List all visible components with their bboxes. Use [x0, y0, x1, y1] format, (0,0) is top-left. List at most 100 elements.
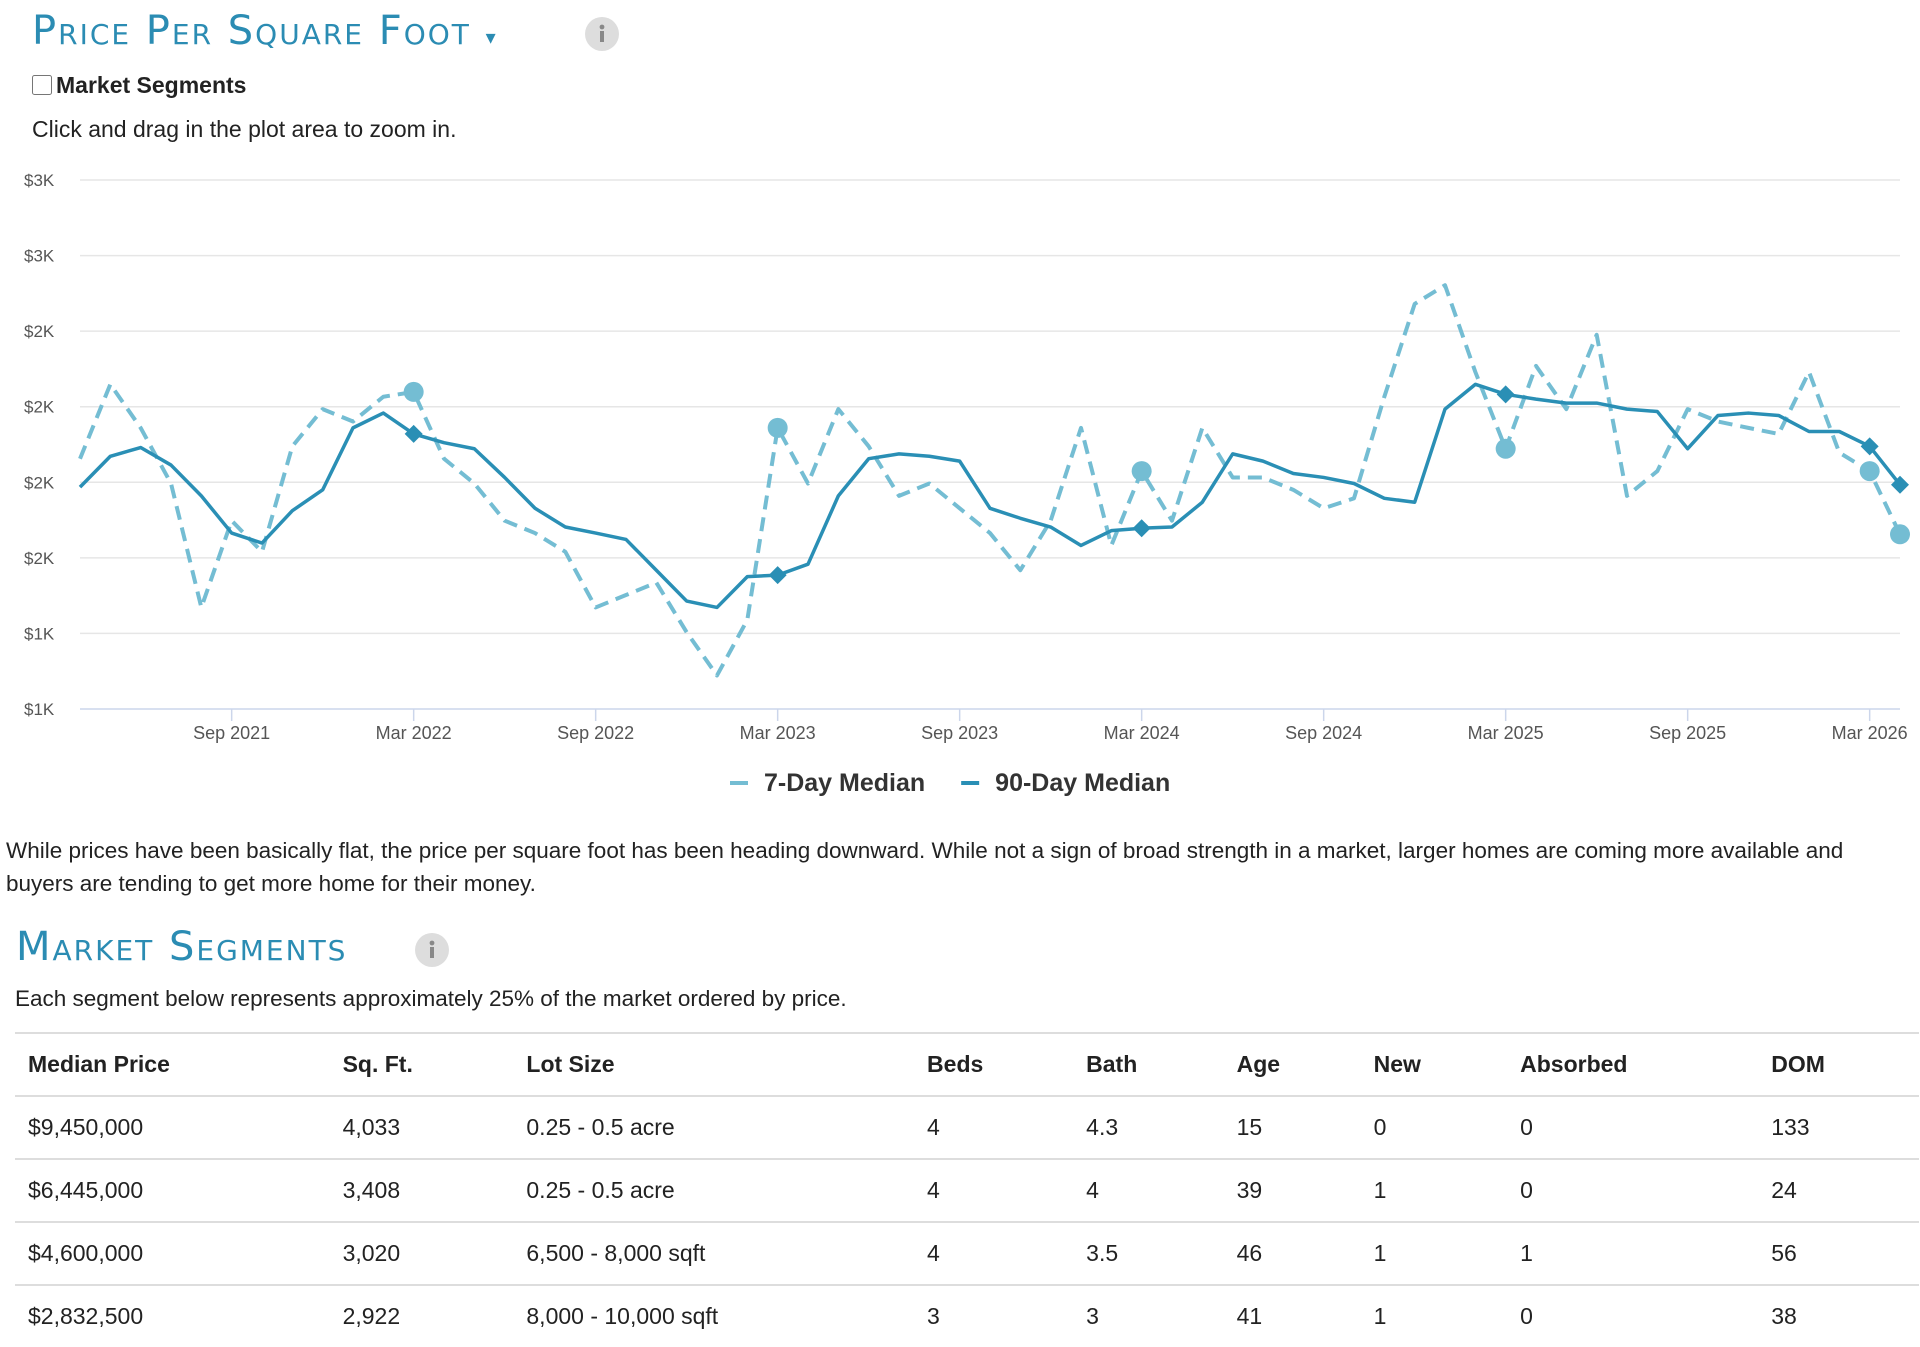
cell: 3 — [914, 1284, 1074, 1347]
cell: 3,408 — [329, 1158, 514, 1222]
header-cell: Absorbed — [1507, 1032, 1759, 1096]
cell: 0.25 - 0.5 acre — [513, 1095, 915, 1159]
legend-item[interactable]: 90-Day Median — [961, 769, 1170, 797]
y-tick-label: $1K — [24, 700, 55, 719]
y-tick-label: $2K — [24, 398, 55, 417]
cell: 3.5 — [1073, 1221, 1224, 1285]
cell: 4 — [914, 1158, 1074, 1222]
point-marker — [1495, 438, 1516, 459]
y-tick-label: $3K — [24, 247, 55, 266]
cell: 3 — [1073, 1284, 1224, 1347]
x-tick-label: Mar 2023 — [740, 723, 816, 743]
dropdown-caret: ▾ — [485, 25, 498, 49]
header-cell: Beds — [914, 1032, 1074, 1096]
table-row: $2,832,500 2,922 8,000 - 10,000 sqft 3 3 41 1 0… — [15, 1284, 1919, 1347]
x-tick-label: Mar 2022 — [376, 723, 452, 743]
x-tick-label: Sep 2025 — [1649, 723, 1726, 743]
cell: 56 — [1758, 1221, 1919, 1285]
cell: 39 — [1223, 1158, 1361, 1222]
cell: 1 — [1360, 1284, 1508, 1347]
legend-item[interactable]: 7-Day Median — [730, 769, 925, 797]
legend-label: 90-Day Median — [995, 769, 1170, 797]
x-tick-label: Sep 2021 — [193, 723, 270, 743]
point-marker — [1132, 519, 1151, 538]
cell: 6,500 - 8,000 sqft — [513, 1221, 915, 1285]
cell: $4,600,000 — [15, 1221, 330, 1285]
header-cell: Lot Size — [513, 1032, 915, 1096]
header-cell: Age — [1223, 1032, 1361, 1096]
cell: 1 — [1360, 1221, 1508, 1285]
point-marker — [1860, 437, 1879, 456]
point-marker — [1131, 461, 1152, 482]
cell: 4 — [914, 1095, 1074, 1159]
point-marker — [1890, 524, 1910, 545]
cell: 3,020 — [329, 1221, 514, 1285]
header-cell: Bath — [1073, 1032, 1224, 1096]
commentary: While prices have been basically flat, t… — [6, 838, 1844, 896]
title-text: Price Per Square Foot — [32, 8, 471, 54]
cell: 46 — [1223, 1221, 1361, 1285]
cell: 15 — [1223, 1095, 1361, 1159]
table-row: $4,600,000 3,020 6,500 - 8,000 sqft 4 3.5 46 1… — [15, 1221, 1919, 1285]
point-marker — [403, 381, 424, 402]
table-row: $6,445,000 3,408 0.25 - 0.5 acre 4 4 39 1 0 24 — [15, 1158, 1919, 1222]
cell: 4,033 — [329, 1095, 514, 1159]
segments-table: Median Price Sq. Ft. Lot Size Beds Bath Age Ne… — [15, 1032, 1919, 1347]
series-line — [78, 382, 1902, 610]
header-cell: Median Price — [15, 1032, 330, 1096]
cell: $6,445,000 — [15, 1158, 330, 1222]
cell: 41 — [1223, 1284, 1361, 1347]
x-tick-label: Mar 2025 — [1468, 723, 1544, 743]
table-row: $9,450,000 4,033 0.25 - 0.5 acre 4 4.3 15 0 0 13… — [15, 1095, 1919, 1159]
x-tick-label: Sep 2024 — [1285, 723, 1362, 743]
header-cell: DOM — [1758, 1032, 1919, 1096]
checkbox-row[interactable]: Market Segments — [32, 72, 246, 99]
y-tick-label: $2K — [24, 473, 55, 492]
x-tick-label: Sep 2023 — [921, 723, 998, 743]
point-marker — [767, 417, 788, 438]
y-tick-label: $2K — [24, 322, 55, 341]
segments-subtitle: Each segment below represents approximat… — [15, 986, 847, 1011]
y-tick-label: $1K — [24, 624, 55, 643]
checkbox-label: Market Segments — [56, 72, 247, 98]
header-cell: Sq. Ft. — [329, 1032, 514, 1096]
table-row: Median Price Sq. Ft. Lot Size Beds Bath Age Ne… — [15, 1032, 1919, 1096]
header-cell: New — [1360, 1032, 1508, 1096]
cell: 0 — [1507, 1158, 1759, 1222]
cell: $9,450,000 — [15, 1095, 330, 1159]
x-tick-label: Sep 2022 — [557, 723, 634, 743]
y-tick-label: $3K — [24, 171, 55, 190]
cell: 0 — [1507, 1095, 1759, 1159]
point-marker — [404, 424, 423, 443]
cell: 4.3 — [1073, 1095, 1224, 1159]
cell: 1 — [1507, 1221, 1759, 1285]
cell: 1 — [1360, 1158, 1508, 1222]
x-tick-label: Mar 2024 — [1104, 723, 1180, 743]
info-icon[interactable] — [584, 16, 620, 52]
cell: 0.25 - 0.5 acre — [513, 1158, 915, 1222]
cell: 2,922 — [329, 1284, 514, 1347]
legend-label: 7-Day Median — [764, 769, 925, 797]
cell: 38 — [1758, 1284, 1919, 1347]
point-marker — [1859, 461, 1880, 482]
cell: 0 — [1507, 1284, 1759, 1347]
cell: 4 — [1073, 1158, 1224, 1222]
series-line — [78, 283, 1902, 678]
y-tick-label: $2K — [24, 549, 55, 568]
cell: $2,832,500 — [15, 1284, 330, 1347]
point-marker — [1496, 385, 1515, 404]
checkbox[interactable] — [32, 75, 52, 95]
point-marker — [1891, 475, 1909, 494]
cell: 0 — [1360, 1095, 1508, 1159]
chart: $1K $1K $2K $2K $2K $2K $3K $3K Sep 2021 Mar 2022… — [24, 171, 1910, 797]
segments-title: Market Segments — [16, 924, 348, 970]
cell: 24 — [1758, 1158, 1919, 1222]
x-tick-label: Mar 2026 — [1832, 723, 1908, 743]
cell: 8,000 - 10,000 sqft — [513, 1284, 915, 1347]
cell: 4 — [914, 1221, 1074, 1285]
info-icon[interactable] — [414, 932, 450, 968]
point-marker — [768, 566, 787, 585]
chart-title[interactable]: Price Per Square Foot ▾ — [32, 8, 498, 54]
cell: 133 — [1758, 1095, 1919, 1159]
